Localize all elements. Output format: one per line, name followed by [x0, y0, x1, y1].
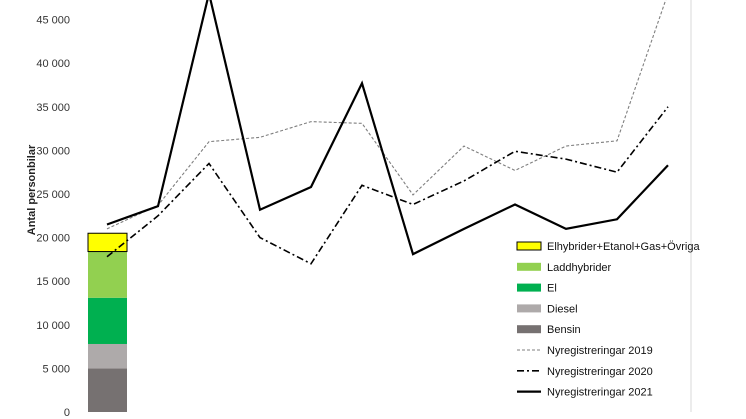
y-tick-label: 5 000: [42, 363, 70, 375]
legend-item: Diesel: [517, 303, 578, 315]
legend-label: Diesel: [547, 303, 578, 315]
legend-item: Bensin: [517, 324, 581, 336]
y-tick-label: 20 000: [36, 233, 70, 245]
y-tick-label: 0: [64, 407, 70, 419]
bar-segment-laddhybrider: [88, 251, 127, 298]
y-tick-label: 35 000: [36, 102, 70, 114]
legend-label: Nyregistreringar 2020: [547, 366, 653, 378]
line-nyregistreringar-2021: [106, 0, 669, 256]
legend-item: Nyregistreringar 2020: [517, 366, 653, 378]
legend-swatch: [517, 325, 541, 334]
bar-segment-bensin: [88, 368, 127, 412]
stacked-bar: [87, 232, 128, 412]
bar-segment-diesel: [88, 343, 127, 369]
legend-item: Nyregistreringar 2019: [517, 345, 653, 357]
y-axis: 0 5 000 10 000 15 000 20 000 25 000 30 000 35 0…: [36, 15, 70, 419]
y-axis-label: Antal personbilar: [26, 144, 38, 235]
y-tick-label: 30 000: [36, 145, 70, 157]
legend-label: Bensin: [547, 324, 581, 336]
y-tick-label: 45 000: [36, 15, 70, 27]
legend-item: Nyregistreringar 2021: [517, 387, 653, 399]
legend-swatch: [517, 262, 541, 271]
y-tick-label: 10 000: [36, 320, 70, 332]
legend-swatch: [516, 241, 542, 251]
legend-item: El: [517, 283, 557, 295]
y-tick-label: 40 000: [36, 58, 70, 70]
y-tick-label: 25 000: [36, 189, 70, 201]
legend-swatch: [517, 304, 541, 313]
series-lines: [106, 0, 669, 265]
line-nyregistreringar-2020: [106, 106, 669, 265]
legend-label: Nyregistreringar 2019: [547, 345, 653, 357]
legend-item: Elhybrider+Etanol+Gas+Övriga: [516, 241, 700, 253]
line-nyregistreringar-2019: [106, 0, 667, 230]
legend-label: Nyregistreringar 2021: [547, 387, 653, 399]
legend-item: Laddhybrider: [517, 262, 612, 274]
bar-segment-el: [88, 297, 127, 344]
legend-label: El: [547, 283, 557, 295]
y-tick-label: 15 000: [36, 276, 70, 288]
legend-swatch: [517, 283, 541, 292]
bar-segment-elhybrider-etanol-gas-vriga: [87, 232, 128, 253]
legend-label: Elhybrider+Etanol+Gas+Övriga: [547, 241, 700, 253]
legend: Elhybrider+Etanol+Gas+Övriga Laddhybrider…: [516, 241, 700, 399]
legend-label: Laddhybrider: [547, 262, 612, 274]
